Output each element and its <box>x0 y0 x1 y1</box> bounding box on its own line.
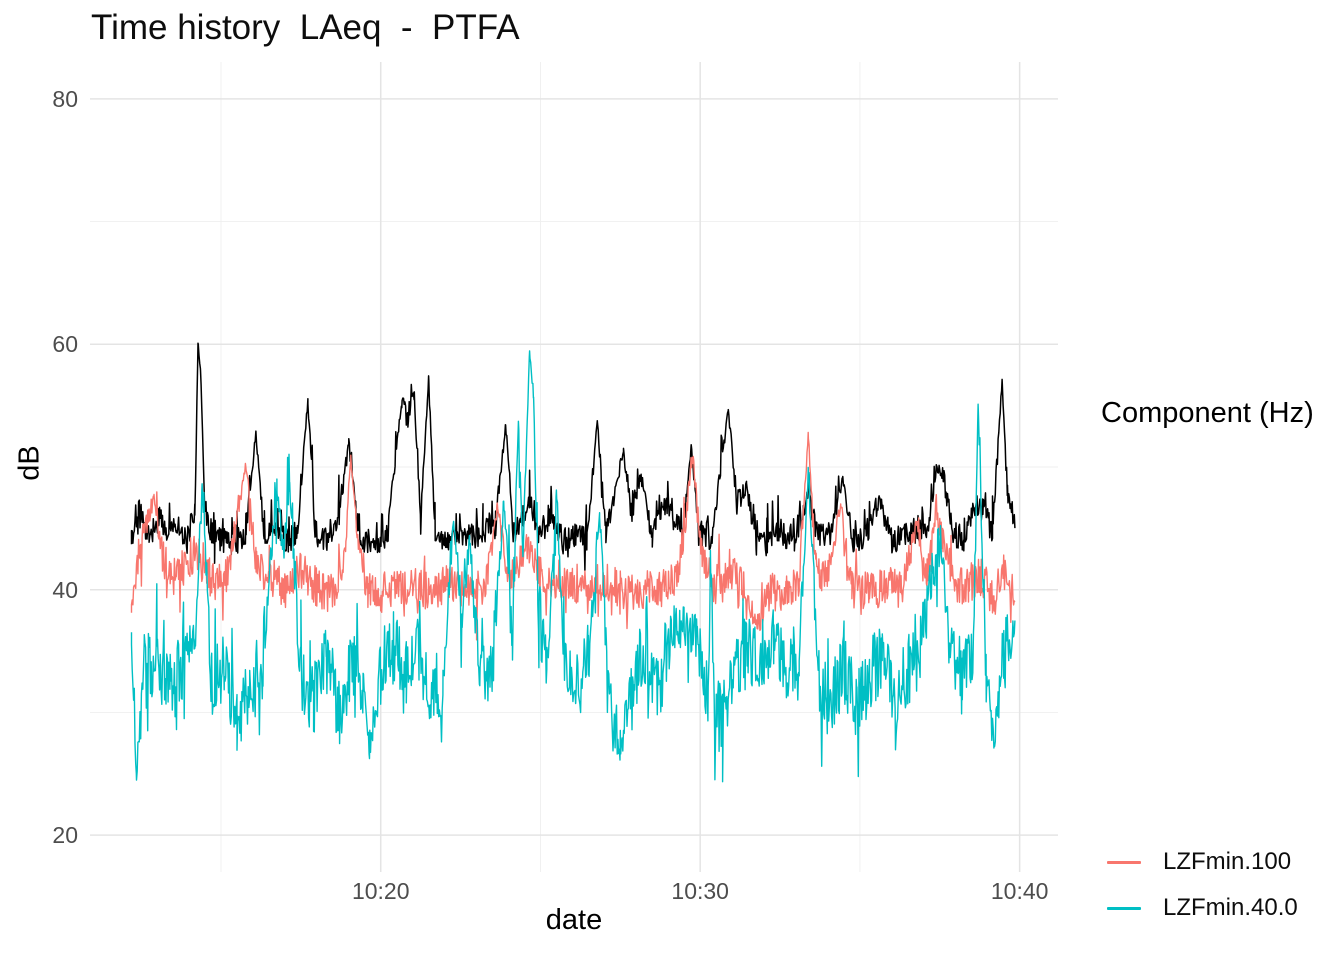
gridlines-minor <box>90 62 1058 872</box>
y-tick-label: 20 <box>52 822 78 849</box>
series-line-lzfmin-40-0 <box>130 350 1016 783</box>
legend-label-lzfmin-100: LZFmin.100 <box>1163 848 1292 875</box>
legend-label-lzfmin-40: LZFmin.40.0 <box>1163 894 1298 921</box>
chart-title: Time history LAeq - PTFA <box>91 8 520 47</box>
legend-item-lzfmin-100: LZFmin.100 <box>1101 849 1291 875</box>
legend-item-lzfmin-40: LZFmin.40.0 <box>1101 895 1298 921</box>
series-line-lzfmin-100 <box>130 431 1016 641</box>
y-tick-label: 40 <box>52 576 78 603</box>
x-tick-label: 10:30 <box>671 878 729 904</box>
x-tick-label: 10:40 <box>990 878 1049 904</box>
series-line-laeq <box>130 342 1016 572</box>
y-tick-label: 60 <box>52 331 78 358</box>
series-lines <box>130 342 1016 783</box>
legend-key-line-lzfmin-40 <box>1107 906 1141 910</box>
legend-title: Component (Hz) <box>1101 397 1314 429</box>
x-axis-title: date <box>545 904 603 936</box>
legend: Component (Hz) LZFmin.100 LZFmin.40.0 <box>1101 397 1344 921</box>
gridlines-major <box>90 62 1058 872</box>
legend-key-line-lzfmin-100 <box>1107 860 1141 864</box>
y-tick-label: 80 <box>52 85 78 112</box>
y-axis-title: dB <box>13 445 46 481</box>
x-tick-label: 10:20 <box>351 878 410 904</box>
